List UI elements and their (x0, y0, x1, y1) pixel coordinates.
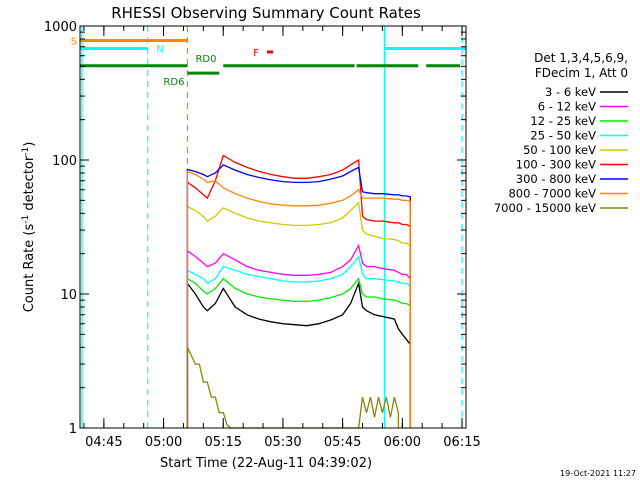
timestamp: 19-Oct-2021 11:27 (560, 469, 636, 478)
legend-header-line-2: FDecim 1, Att 0 (535, 66, 628, 80)
x-tick-label-6: 06:15 (443, 435, 480, 450)
series-line-3 (186, 255, 411, 428)
status-flags: S N RD0 RD6 F (71, 36, 466, 88)
series-line-2 (186, 277, 411, 428)
chart-title: RHESSI Observing Summary Count Rates (111, 4, 421, 22)
legend-label-5: 100 - 300 keV (516, 158, 596, 172)
y-tick-label-0: 1 (69, 422, 77, 437)
x-tick-label-5: 06:00 (384, 435, 421, 450)
flag-rd6-label: RD6 (163, 77, 184, 88)
series-line-4 (186, 201, 411, 428)
legend-label-4: 50 - 100 keV (523, 143, 596, 157)
series-line-5 (186, 154, 411, 428)
y-axis-label: Count Rate (s-1 detector-1) (21, 142, 37, 313)
y-label-sup2: -1 (21, 147, 31, 156)
legend-label-0: 3 - 6 keV (545, 85, 596, 99)
legend-label-6: 300 - 800 keV (516, 172, 596, 186)
x-tick-label-2: 05:15 (205, 435, 242, 450)
series-line-6 (186, 164, 411, 428)
series-line-7 (186, 170, 411, 428)
y-label-sup1: -1 (21, 215, 31, 224)
legend-label-3: 25 - 50 keV (530, 129, 596, 143)
flag-f-label: F (253, 48, 259, 59)
series-group (186, 154, 411, 429)
series-line-0 (186, 280, 411, 428)
legend: Det 1,3,4,5,6,9, FDecim 1, Att 0 3 - 6 k… (494, 51, 628, 215)
y-tick-label-2: 100 (52, 154, 77, 169)
legend-label-7: 800 - 7000 keV (508, 187, 596, 201)
flag-n-label: N (156, 44, 163, 55)
x-tick-label-1: 05:00 (145, 435, 182, 450)
y-tick-label-3: 1000 (44, 20, 77, 35)
legend-label-8: 7000 - 15000 keV (494, 201, 596, 215)
x-axis-label: Start Time (22-Aug-11 04:39:02) (160, 456, 372, 471)
flag-rd0-label: RD0 (195, 54, 216, 65)
y-label-end: ) (22, 142, 37, 147)
plot-frame (79, 25, 467, 429)
series-line-1 (186, 243, 411, 428)
x-tick-label-3: 05:30 (264, 435, 301, 450)
y-tick-label-1: 10 (60, 288, 77, 303)
legend-header-line-1: Det 1,3,4,5,6,9, (534, 51, 628, 65)
legend-label-1: 6 - 12 keV (538, 100, 596, 114)
y-label-mid: detector (22, 155, 37, 215)
y-label-main: Count Rate (s (22, 224, 37, 313)
x-tick-label-0: 04:45 (85, 435, 122, 450)
legend-label-2: 12 - 25 keV (530, 114, 596, 128)
flag-s-label: S (71, 36, 77, 47)
y-axis: 1 10 100 1000 (44, 20, 466, 437)
x-tick-label-4: 05:45 (324, 435, 361, 450)
x-axis: 04:45 05:00 05:15 05:30 05:45 06:00 06:15 (83, 26, 481, 450)
